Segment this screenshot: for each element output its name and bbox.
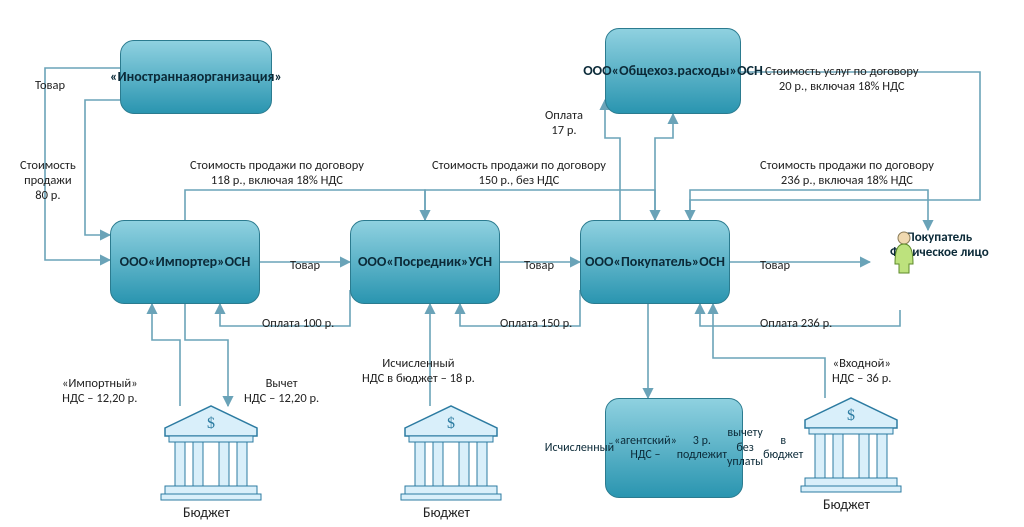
svg-text:$: $ — [207, 415, 215, 432]
person-individual: Покупатель Физическое лицо — [890, 230, 989, 260]
node-foreign-org: «Иностраннаяорганизация» — [120, 40, 272, 114]
budget-label-2: Бюджет — [423, 504, 470, 521]
label-input_vat_36: «Входной» НДС – 36 р. — [832, 356, 891, 386]
budget-icon: $ — [801, 398, 901, 492]
edge-e_buy_pay17 — [605, 100, 620, 220]
label-cost_150: Стоимость продажи по договору 150 р., бе… — [432, 158, 606, 188]
budget-label-1: Бюджет — [183, 504, 230, 521]
label-pay_150: Оплата 150 р. — [500, 316, 572, 331]
label-pay_236: Оплата 236 р. — [760, 316, 832, 331]
diagram-root: { "type": "flowchart", "canvas": { "widt… — [0, 0, 1024, 527]
label-import_vat: «Импортный» НДС – 12,20 р. — [62, 376, 138, 406]
label-cost_118: Стоимость продажи по договору 118 р., вк… — [190, 158, 364, 188]
edge-e_buy_expenses_up — [655, 114, 673, 220]
node-importer: ООО«Импортер»ОСН — [110, 220, 260, 304]
budget-icon: $ — [161, 406, 261, 500]
label-tovar_left: Товар — [35, 78, 65, 93]
budget-label-3: Бюджет — [823, 496, 870, 513]
budget-icon: $ — [401, 406, 501, 500]
label-pay_100: Оплата 100 р. — [262, 316, 334, 331]
node-expenses: ООО«Общехоз.расходы»ОСН — [605, 28, 741, 114]
label-tovar_3: Товар — [760, 258, 790, 273]
label-calc_vat_18: Исчисленный НДС в бюджет – 18 р. — [362, 356, 475, 386]
label-deduct_vat: Вычет НДС – 12,20 р. — [244, 376, 319, 406]
label-service_20: Стоимость услуг по договору 20 р., включ… — [765, 64, 919, 94]
label-tovar_1: Товар — [290, 258, 320, 273]
svg-text:$: $ — [847, 407, 855, 424]
edge-e_foreign_cost_80 — [85, 100, 120, 235]
edge-e_bud1_to_imp — [152, 304, 180, 406]
edge-e_imp_to_bud1 — [185, 304, 228, 406]
svg-text:$: $ — [447, 415, 455, 432]
label-pay_17: Оплата 17 р. — [545, 108, 583, 138]
label-tovar_2: Товар — [524, 258, 554, 273]
node-buyer: ООО«Покупатель»ОСН — [580, 220, 730, 304]
node-agent-vat: Исчисленный«агентский» НДС –3 р. подлежи… — [605, 398, 743, 498]
edge-e_imp_med_cost — [185, 190, 425, 220]
label-cost_236: Стоимость продажи по договору 236 р., вк… — [760, 158, 934, 188]
node-mediator: ООО«Посредник»УСН — [350, 220, 500, 304]
label-cost_sale_80: Стоимость продажи 80 р. — [20, 158, 76, 203]
